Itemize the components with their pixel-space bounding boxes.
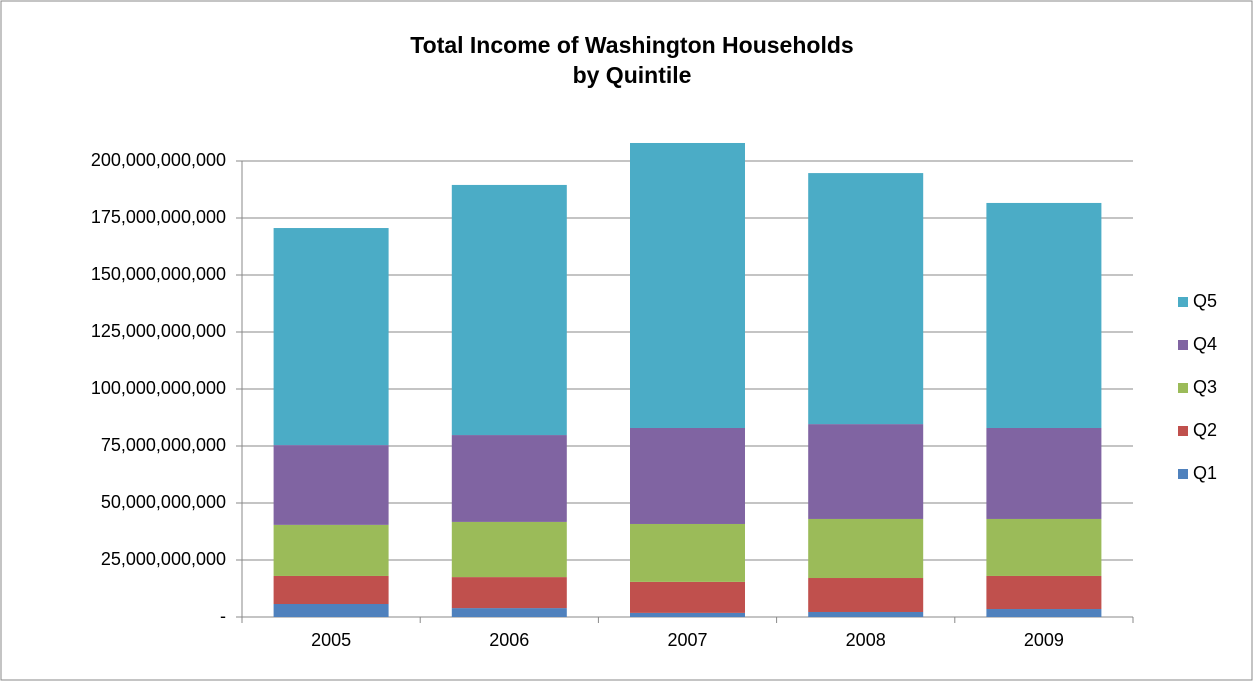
legend-label: Q2 (1193, 420, 1217, 440)
bar-segment (630, 581, 745, 613)
y-tick-label: 150,000,000,000 (91, 264, 226, 284)
legend-swatch (1178, 340, 1188, 350)
legend-swatch (1178, 426, 1188, 436)
bar-segment (273, 604, 389, 617)
y-tick-label: 75,000,000,000 (101, 435, 226, 455)
bar-segment (808, 173, 924, 425)
bar-segment (630, 612, 745, 617)
bar-segment (273, 524, 389, 576)
chart-title: by Quintile (573, 62, 692, 88)
bar-segment (808, 518, 924, 579)
bar-segment (808, 424, 924, 519)
y-tick-label: 125,000,000,000 (91, 321, 226, 341)
bar-segment (451, 435, 567, 522)
legend-swatch (1178, 383, 1188, 393)
bar-segment (451, 577, 567, 609)
x-tick-label: 2005 (311, 630, 351, 650)
bar-segment (451, 184, 567, 436)
bar-segment (808, 578, 924, 612)
x-tick-label: 2006 (489, 630, 529, 650)
bar-segment (273, 575, 389, 605)
y-tick-label: 200,000,000,000 (91, 150, 226, 170)
x-tick-label: 2007 (667, 630, 707, 650)
bar-segment (986, 427, 1102, 519)
x-tick-label: 2009 (1024, 630, 1064, 650)
y-tick-label: 25,000,000,000 (101, 549, 226, 569)
bar-segment (451, 521, 567, 578)
legend-swatch (1178, 297, 1188, 307)
bar-segment (808, 611, 924, 617)
bar-segment (630, 523, 745, 582)
legend-label: Q4 (1193, 334, 1217, 354)
legend-label: Q3 (1193, 377, 1217, 397)
x-tick-label: 2008 (846, 630, 886, 650)
y-tick-label: 50,000,000,000 (101, 492, 226, 512)
legend-label: Q5 (1193, 291, 1217, 311)
y-tick-label: 175,000,000,000 (91, 207, 226, 227)
bar-segment (986, 575, 1102, 610)
chart-title: Total Income of Washington Households (410, 32, 853, 58)
bar-segment (630, 142, 745, 428)
bar-segment (986, 609, 1102, 617)
bar-segment (451, 608, 567, 617)
bar-segment (273, 445, 389, 525)
bar-segment (630, 427, 745, 524)
legend-swatch (1178, 469, 1188, 479)
y-tick-label: 100,000,000,000 (91, 378, 226, 398)
bar-segment (986, 518, 1102, 576)
legend-label: Q1 (1193, 463, 1217, 483)
bar-segment (273, 228, 389, 446)
bar-segment (986, 202, 1102, 428)
y-tick-label: - (220, 606, 226, 626)
